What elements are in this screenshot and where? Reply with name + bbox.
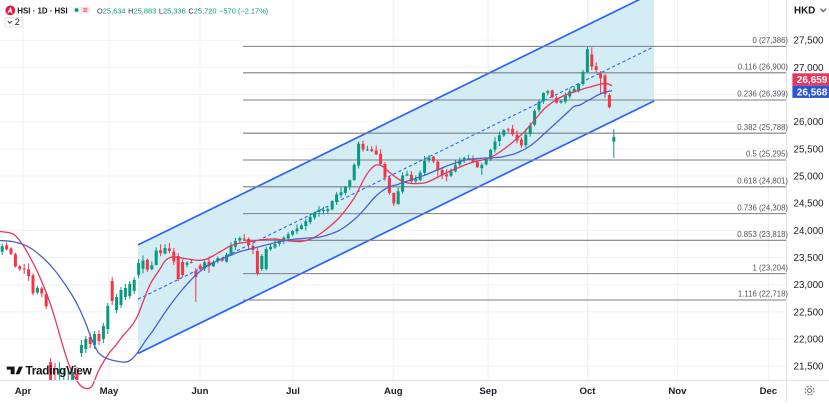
- svg-text:22,000: 22,000: [794, 334, 825, 345]
- svg-text:1.116 (22,718): 1.116 (22,718): [738, 290, 789, 299]
- svg-text:HSI · 1D · HSI: HSI · 1D · HSI: [17, 7, 67, 16]
- svg-text:22,500: 22,500: [794, 307, 825, 318]
- svg-text:0.116 (26,900): 0.116 (26,900): [738, 63, 789, 72]
- svg-text:0.236 (26,399): 0.236 (26,399): [737, 90, 788, 99]
- svg-text:27,000: 27,000: [794, 63, 825, 74]
- svg-text:May: May: [100, 386, 119, 397]
- svg-text:HKD: HKD: [794, 6, 815, 17]
- svg-text:25,500: 25,500: [794, 144, 825, 155]
- svg-text:0.736 (24,308): 0.736 (24,308): [737, 203, 788, 212]
- svg-text:25,000: 25,000: [794, 171, 825, 182]
- svg-text:0.853 (23,818): 0.853 (23,818): [737, 230, 788, 239]
- svg-text:TradingView: TradingView: [26, 363, 93, 377]
- svg-text:23,000: 23,000: [794, 280, 825, 291]
- svg-text:26,000: 26,000: [794, 117, 825, 128]
- svg-text:Nov: Nov: [668, 386, 687, 397]
- svg-text:Apr: Apr: [15, 386, 32, 397]
- svg-text:0.382 (25,788): 0.382 (25,788): [737, 123, 788, 132]
- svg-text:Dec: Dec: [760, 386, 778, 397]
- svg-text:0.618 (24,801): 0.618 (24,801): [737, 177, 788, 186]
- svg-text:2: 2: [15, 17, 20, 27]
- svg-text:Oct: Oct: [580, 386, 597, 397]
- svg-text:Jun: Jun: [191, 386, 208, 397]
- svg-text:Sep: Sep: [479, 386, 497, 397]
- svg-text:0.5 (25,295): 0.5 (25,295): [746, 150, 788, 159]
- svg-text:24,500: 24,500: [794, 199, 825, 210]
- svg-text:Aug: Aug: [384, 386, 403, 397]
- svg-text:26,659: 26,659: [797, 75, 828, 86]
- svg-text:26,568: 26,568: [797, 88, 828, 99]
- svg-text:1 (23,204): 1 (23,204): [752, 263, 788, 272]
- svg-text:24,000: 24,000: [794, 226, 825, 237]
- svg-text:0 (27,386): 0 (27,386): [752, 36, 788, 45]
- svg-text:Jul: Jul: [286, 386, 300, 397]
- svg-text:21,500: 21,500: [794, 362, 825, 373]
- svg-text:23,500: 23,500: [794, 253, 825, 264]
- svg-text:27,500: 27,500: [794, 36, 825, 47]
